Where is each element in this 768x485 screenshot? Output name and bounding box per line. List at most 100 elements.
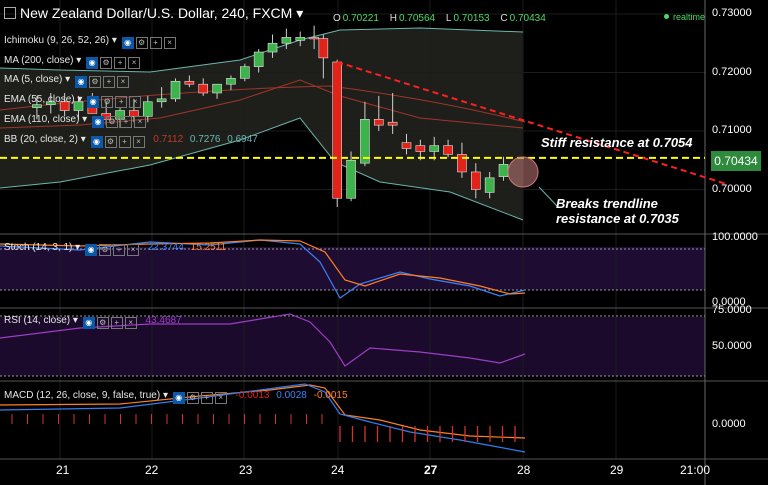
- bollinger-lower: [0, 117, 524, 221]
- settings-icon: ⚙: [100, 57, 113, 69]
- stoch-k-line: [0, 239, 526, 299]
- date-tick: 21:00: [680, 463, 711, 477]
- add-icon: +: [149, 37, 162, 49]
- candle-body: [142, 101, 153, 117]
- candle: [281, 28, 292, 50]
- candle-body: [415, 145, 426, 152]
- rsi-axis-tick: 75.0000: [712, 304, 752, 316]
- candle-body: [295, 37, 306, 41]
- macd-histogram: [11, 414, 516, 442]
- close-icon: ×: [163, 37, 176, 49]
- legend-ichimoku[interactable]: Ichimoku (9, 26, 52, 26) ▾ ◉ ⚙ + ×: [4, 35, 176, 49]
- add-icon: +: [200, 392, 213, 404]
- add-icon: +: [110, 317, 123, 329]
- candle-body: [498, 164, 509, 177]
- close-icon: ×: [116, 76, 129, 88]
- macd-hist-value: -0.0013: [235, 390, 270, 401]
- settings-icon: ⚙: [104, 136, 117, 148]
- candle: [184, 75, 195, 88]
- candle-body: [73, 101, 84, 111]
- bb-value-upper: 0.7276: [189, 134, 221, 145]
- candle: [170, 78, 181, 102]
- candle: [484, 171, 495, 199]
- candle: [332, 59, 343, 208]
- add-icon: +: [115, 96, 128, 108]
- add-icon: +: [114, 57, 127, 69]
- candle: [142, 95, 153, 123]
- date-tick: 29: [610, 463, 624, 477]
- price-tick: 0.72000: [712, 66, 752, 78]
- candle-body: [281, 37, 292, 44]
- legend-ema55[interactable]: EMA (55, close) ▾ ◉ ⚙ + ×: [4, 94, 142, 108]
- rsi-value: 43.4687: [145, 315, 182, 326]
- candle: [415, 139, 426, 161]
- ohlc-high: 0.70564: [398, 13, 436, 24]
- settings-icon: ⚙: [88, 76, 101, 88]
- settings-icon: ⚙: [105, 116, 118, 128]
- legend-ma200[interactable]: MA (200, close) ▾ ◉ ⚙ + ×: [4, 55, 141, 69]
- candle-body: [429, 145, 440, 152]
- macd-signal-value: 0.0028: [276, 390, 307, 401]
- candle: [429, 136, 440, 161]
- ohlc-readout: O 0.70221 H 0.70564 L 0.70153 C 0.70434: [333, 13, 546, 24]
- stoch-k-value: 22.3744: [147, 242, 184, 253]
- price-tick: 0.73000: [712, 7, 752, 19]
- candle-body: [198, 83, 209, 94]
- candle-body: [318, 38, 329, 59]
- live-dot-icon: [664, 14, 669, 19]
- add-icon: +: [118, 136, 131, 148]
- legend-bb[interactable]: BB (20, close, 2) ▾ ◉ ⚙ + × 0.7112 0.7276 0…: [4, 134, 258, 148]
- legend-rsi[interactable]: RSI (14, close) ▾ ◉ ⚙ + × 43.4687: [4, 315, 182, 329]
- candle-body: [226, 78, 236, 85]
- stoch-axis-tick: 0.0000: [712, 296, 746, 308]
- candle: [129, 98, 139, 123]
- candle: [59, 92, 70, 117]
- price-tick: 0.70000: [712, 183, 752, 195]
- ohlc-low: 0.70153: [453, 13, 490, 24]
- macd-value: -0.0015: [313, 390, 348, 401]
- settings-icon: ⚙: [96, 317, 109, 329]
- legend-ma5[interactable]: MA (5, close) ▾ ◉ ⚙ + ×: [4, 74, 129, 88]
- stoch-axis-tick: 100.0000: [712, 231, 758, 243]
- close-icon: ×: [132, 136, 145, 148]
- close-icon: ×: [129, 96, 142, 108]
- candle-body: [346, 159, 356, 199]
- candle: [318, 34, 329, 79]
- add-icon: +: [102, 76, 115, 88]
- candle: [45, 92, 56, 114]
- trendline[interactable]: [336, 61, 726, 185]
- chart-title[interactable]: New Zealand Dollar/U.S. Dollar, 240, FXC…: [4, 5, 303, 22]
- candle-body: [387, 121, 398, 126]
- legend-ema110[interactable]: EMA (110, close) ▾ ◉ ⚙ + ×: [4, 114, 146, 128]
- date-tick: 27: [424, 463, 438, 477]
- price-tick: 0.71000: [712, 124, 752, 136]
- date-tick: 21: [56, 463, 70, 477]
- ohlc-close: 0.70434: [509, 13, 546, 24]
- date-tick: 23: [239, 463, 253, 477]
- candle-body: [32, 104, 42, 108]
- bb-value-lower: 0.6947: [227, 134, 258, 145]
- legend-stoch[interactable]: Stoch (14, 3, 1) ▾ ◉ ⚙ + × 22.3744 15.2511: [4, 242, 227, 256]
- rsi-band: [0, 317, 705, 376]
- add-icon: +: [112, 244, 125, 256]
- annotation-pointer: [538, 186, 558, 207]
- collapse-icon[interactable]: [4, 7, 16, 19]
- candle: [32, 95, 42, 120]
- candle-body: [212, 83, 222, 94]
- highlight-circle: [507, 156, 539, 188]
- candle: [401, 133, 412, 155]
- chevron-down-icon[interactable]: ▾: [296, 5, 304, 21]
- eye-icon: ◉: [90, 136, 103, 148]
- candle-body: [484, 177, 495, 193]
- legend-macd[interactable]: MACD (12, 26, close, 9, false, true) ▾ ◉…: [4, 390, 348, 404]
- candle: [360, 101, 370, 167]
- bollinger-band-fill: [0, 28, 523, 220]
- eye-icon: ◉: [82, 317, 95, 329]
- eye-icon: ◉: [74, 76, 87, 88]
- candle-body: [253, 51, 264, 67]
- eye-icon: ◉: [172, 392, 185, 404]
- settings-icon: ⚙: [135, 37, 148, 49]
- candle-body: [309, 37, 319, 40]
- candle: [387, 92, 398, 134]
